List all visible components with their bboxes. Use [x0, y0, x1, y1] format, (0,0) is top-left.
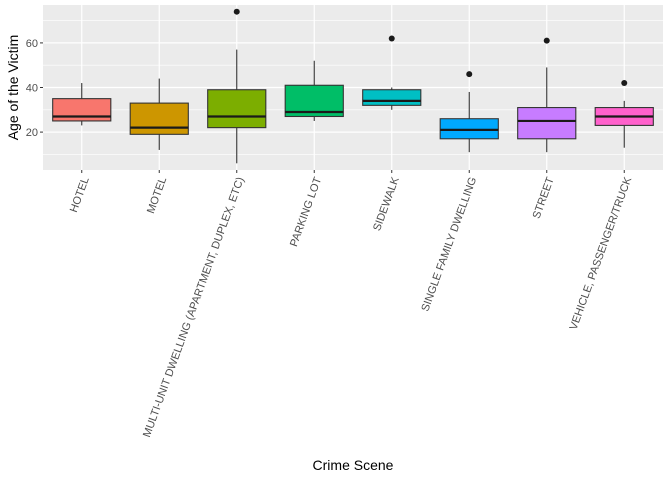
box-1: [52, 83, 112, 126]
box-3: [207, 8, 267, 164]
box-8: [594, 80, 654, 148]
box-iqr: [52, 98, 112, 122]
y-axis: 20 40 60: [26, 38, 43, 139]
x-axis-title: Crime Scene: [313, 457, 394, 473]
y-tick-label: 60: [26, 38, 38, 50]
x-tick-label: SINGLE FAMILY DWELLING: [419, 176, 479, 314]
x-tick-label: STREET: [531, 175, 557, 220]
outlier-point: [466, 71, 473, 78]
box-4: [284, 60, 344, 121]
y-tick-label: 40: [26, 83, 38, 95]
x-tick-label: PARKING LOT: [288, 175, 324, 248]
x-tick-label: HOTEL: [68, 176, 92, 215]
box-7: [517, 37, 577, 153]
x-tick-label: VEHICLE, PASSENGER/TRUCK: [568, 175, 635, 332]
box-6: [439, 71, 499, 153]
x-tick-label: MULTI-UNIT DWELLING (APARTMENT, DUPLEX, …: [141, 176, 247, 440]
x-tick-label: SIDEWALK: [371, 175, 402, 233]
box-iqr: [439, 118, 499, 140]
outlier-point: [621, 80, 628, 87]
box-series: [52, 8, 654, 164]
box-5: [362, 35, 422, 110]
box-2: [129, 78, 189, 150]
y-axis-title: Age of the Victim: [5, 35, 21, 141]
box-iqr: [517, 107, 577, 140]
y-tick-label: 20: [26, 127, 38, 139]
box-iqr: [207, 89, 267, 129]
box-iqr: [129, 102, 189, 135]
box-iqr: [362, 89, 422, 106]
outlier-point: [543, 37, 550, 44]
x-tick-label: MOTEL: [145, 176, 169, 216]
outlier-point: [233, 8, 240, 15]
outlier-point: [388, 35, 395, 42]
